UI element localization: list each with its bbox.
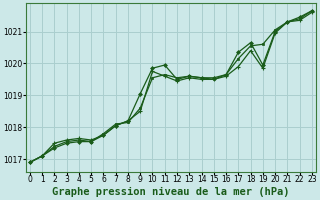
X-axis label: Graphe pression niveau de la mer (hPa): Graphe pression niveau de la mer (hPa) xyxy=(52,187,290,197)
